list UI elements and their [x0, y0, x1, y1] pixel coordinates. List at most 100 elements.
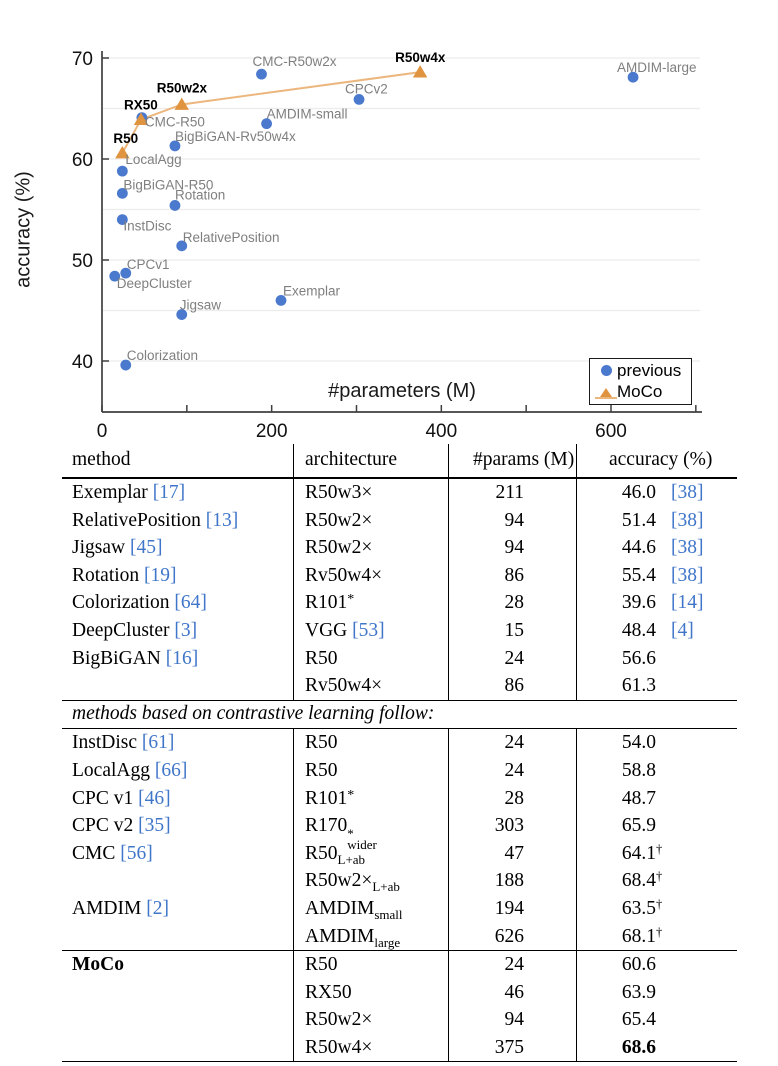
params-cell: 86	[449, 561, 577, 590]
data-point-previous	[176, 240, 188, 252]
architecture-name: AMDIM	[305, 897, 375, 919]
accuracy-cell: 44.6 [38]	[577, 534, 737, 562]
y-tick-label: 70	[72, 49, 93, 70]
citation-link[interactable]: [56]	[120, 842, 153, 864]
citation-link[interactable]: [13]	[205, 509, 239, 531]
dagger-mark: †	[656, 896, 663, 911]
header-cell: method	[62, 444, 294, 477]
accuracy-cell: 65.9	[577, 812, 737, 849]
architecture-sub: L+ab	[372, 879, 400, 895]
method-cell: CPC v1 [46]	[62, 784, 294, 813]
citation-link[interactable]: [14]	[671, 592, 704, 614]
citation-link[interactable]: [17]	[152, 482, 186, 503]
citation-link[interactable]: [2]	[146, 897, 169, 919]
method-cell: BigBiGAN [16]	[62, 644, 294, 673]
citation-link[interactable]: [53]	[352, 619, 385, 641]
params-cell: 94	[449, 506, 577, 535]
citation-link[interactable]: [3]	[174, 619, 198, 641]
data-point-moco	[174, 97, 189, 110]
params-value: 94	[504, 509, 525, 531]
architecture-name: Rv50w4×	[305, 675, 383, 697]
method-cell: AMDIM [2]	[62, 894, 294, 923]
citation-link[interactable]: [64]	[174, 592, 207, 614]
params-cell: 24	[449, 951, 577, 979]
citation-link[interactable]: [35]	[138, 815, 171, 837]
point-label-previous: CMC-R50w2x	[252, 54, 336, 69]
architecture-name: R101	[305, 787, 348, 809]
params-cell: 194	[449, 894, 577, 923]
citation-link[interactable]: [46]	[138, 787, 171, 809]
params-cell: 46	[449, 978, 577, 1007]
architecture-name: R50w2×	[305, 1009, 373, 1031]
params-value: 24	[504, 647, 525, 669]
architecture-cell: Rv50w4×	[294, 561, 449, 590]
architecture-cell: R50	[294, 951, 449, 979]
architecture-sub: wider	[347, 837, 377, 853]
previous-marker-icon	[595, 365, 617, 377]
params-value: 86	[504, 675, 525, 697]
x-axis-label: #parameters (M)	[328, 380, 476, 402]
method-name: InstDisc	[72, 732, 137, 754]
citation-link[interactable]: [19]	[144, 564, 177, 586]
architecture-name: R50	[305, 647, 338, 669]
params-cell: 375	[449, 1033, 577, 1062]
architecture-cell: R50	[294, 729, 449, 757]
accuracy-cell: 64.1†	[577, 840, 737, 868]
citation-link[interactable]: [38]	[671, 564, 704, 586]
x-tick-label: 600	[595, 421, 627, 442]
legend-label: MoCo	[617, 382, 663, 402]
table-row: R50w2× 94 65.4	[62, 1006, 737, 1034]
accuracy-value: 46.0	[621, 482, 656, 503]
accuracy-value: 39.6	[621, 592, 656, 614]
accuracy-value: 51.4	[621, 509, 656, 531]
architecture-name: R50w4×	[305, 1036, 373, 1058]
method-cell: InstDisc [61]	[62, 729, 294, 757]
params-cell: 94	[449, 1006, 577, 1034]
point-label-previous: Jigsaw	[180, 298, 222, 313]
moco-line	[121, 71, 421, 154]
method-cell	[62, 672, 294, 700]
architecture-cell: R50w2×	[294, 1006, 449, 1034]
point-label-previous: DeepCluster	[117, 276, 193, 291]
table-row: R50w4× 375 68.6	[62, 1033, 737, 1062]
architecture-name: R50w2×	[305, 509, 373, 531]
architecture-sup: *	[347, 787, 355, 803]
params-value: 94	[504, 537, 525, 559]
data-point-previous	[256, 68, 267, 80]
citation-link[interactable]: [66]	[154, 759, 188, 781]
architecture-name: VGG	[305, 619, 348, 641]
legend-entry-moco: MoCo	[595, 382, 691, 402]
point-label-previous: CMC-R50	[145, 115, 205, 130]
params-value: 24	[504, 954, 525, 976]
citation-link[interactable]: [38]	[671, 482, 704, 503]
accuracy-value: 65.4	[621, 1009, 656, 1031]
architecture-sub: small	[374, 906, 403, 922]
params-value: 194	[494, 897, 524, 919]
data-point-previous	[120, 267, 132, 279]
citation-link[interactable]: [61]	[141, 732, 175, 754]
accuracy-value: 68.6	[621, 1036, 656, 1058]
citation-link[interactable]: [38]	[671, 509, 704, 531]
citation-link[interactable]: [38]	[671, 537, 704, 559]
method-cell: Jigsaw [45]	[62, 534, 294, 562]
params-value: 28	[504, 787, 525, 809]
accuracy-value: 65.9	[621, 815, 656, 837]
accuracy-value: 60.6	[621, 954, 656, 976]
architecture-cell: R170 * wider	[294, 812, 449, 853]
citation-link[interactable]: [16]	[165, 647, 199, 669]
point-label-previous: RelativePosition	[183, 230, 280, 245]
citation-link[interactable]: [4]	[671, 619, 694, 641]
method-name: AMDIM	[72, 897, 142, 919]
y-axis-label: accuracy (%)	[12, 171, 35, 288]
architecture-cell: RX50	[294, 978, 449, 1007]
architecture-cell: R50w2×	[294, 534, 449, 562]
citation-link[interactable]: [45]	[129, 537, 163, 559]
method-name: CMC	[72, 842, 116, 864]
method-name: LocalAgg	[72, 759, 150, 781]
table-row: MoCo R50 24 60.6	[62, 950, 737, 979]
point-label-previous: LocalAgg	[125, 152, 181, 167]
point-label-moco: R50w2x	[157, 80, 208, 95]
architecture-cell: AMDIMlarge	[294, 922, 449, 951]
accuracy-value: 61.3	[621, 675, 656, 697]
dagger-mark: †	[656, 924, 663, 939]
